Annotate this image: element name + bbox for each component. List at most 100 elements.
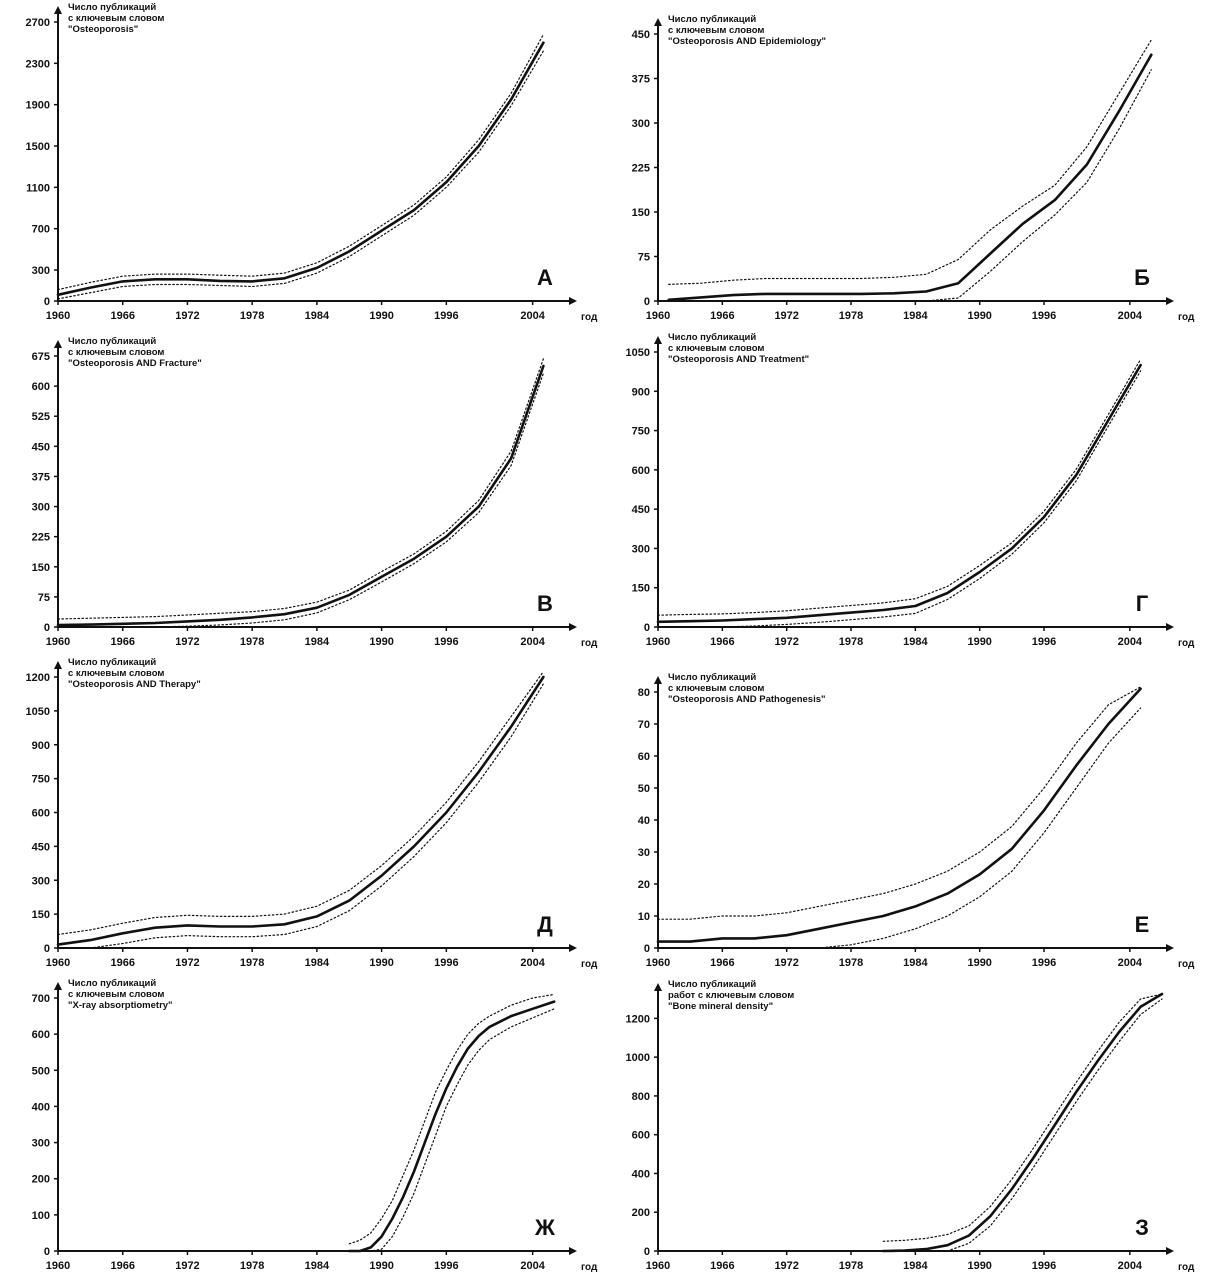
x-tick-label: 1966 bbox=[710, 310, 734, 322]
x-tick-label: 1966 bbox=[110, 310, 134, 322]
y-tick-label: 75 bbox=[38, 592, 50, 604]
x-tick-label: 1984 bbox=[305, 957, 330, 969]
x-tick-label: 1966 bbox=[110, 1260, 134, 1272]
chart-panel-7: 0 100 200 300 400 500 600 700 1960 1966 1972 1978 19… bbox=[32, 978, 598, 1273]
confidence-bound-line bbox=[882, 998, 1163, 1252]
y-tick-label: 1200 bbox=[626, 1013, 650, 1025]
trend-line bbox=[348, 1000, 556, 1253]
y-tick-label: 0 bbox=[44, 622, 50, 634]
y-axis-arrow bbox=[654, 18, 662, 26]
x-tick-label: 1960 bbox=[646, 636, 670, 648]
y-tick-label: 400 bbox=[632, 1168, 650, 1180]
chart-panel-6: 0 10 20 30 40 50 60 70 80 1960 1966 1972 1978 1984 199… bbox=[638, 672, 1195, 970]
y-tick-label: 800 bbox=[632, 1091, 650, 1103]
x-tick-label: 2004 bbox=[520, 310, 545, 322]
chart-title-line: Число публикаций bbox=[668, 979, 756, 990]
x-tick-label: 1984 bbox=[903, 310, 928, 322]
chart-title-line: "Osteoporosis" bbox=[68, 24, 138, 35]
y-axis-arrow bbox=[54, 6, 62, 14]
y-tick-label: 1900 bbox=[26, 100, 50, 112]
y-tick-label: 2300 bbox=[26, 58, 50, 70]
chart-title-line: Число публикаций bbox=[668, 14, 756, 25]
y-tick-label: 600 bbox=[32, 808, 50, 820]
x-tick-label: 1972 bbox=[175, 636, 199, 648]
trend-line bbox=[667, 53, 1153, 302]
y-tick-label: 525 bbox=[32, 411, 50, 423]
x-tick-label: 1996 bbox=[1032, 1260, 1056, 1272]
chart-title-line: Число публикаций bbox=[668, 672, 756, 683]
y-tick-label: 1050 bbox=[26, 706, 50, 718]
y-tick-label: 70 bbox=[638, 719, 650, 731]
x-axis-label: год bbox=[581, 638, 598, 649]
y-axis-arrow bbox=[654, 336, 662, 344]
y-axis-arrow bbox=[54, 982, 62, 990]
trend-line bbox=[656, 687, 1142, 943]
chart-title-line: Число публикаций bbox=[668, 332, 756, 343]
x-axis-label: год bbox=[1178, 1262, 1195, 1273]
y-tick-label: 1200 bbox=[26, 672, 50, 684]
y-tick-label: 1000 bbox=[626, 1052, 650, 1064]
x-tick-label: 1996 bbox=[434, 1260, 458, 1272]
y-tick-label: 75 bbox=[638, 252, 650, 264]
x-tick-label: 1978 bbox=[839, 1260, 863, 1272]
x-tick-label: 1990 bbox=[369, 957, 393, 969]
chart-panel-4: 0 150 300 450 600 750 900 1050 1960 1966 1972 1978 1… bbox=[626, 332, 1195, 649]
x-tick-label: 1966 bbox=[110, 636, 134, 648]
chart-title-line: "Osteoporosis AND Treatment" bbox=[668, 354, 809, 365]
chart-title-line: с ключевым словом bbox=[668, 25, 764, 36]
x-tick-label: 1990 bbox=[967, 957, 991, 969]
x-axis-arrow bbox=[569, 1247, 577, 1255]
y-tick-label: 0 bbox=[644, 943, 650, 955]
y-tick-label: 450 bbox=[632, 504, 650, 516]
y-tick-label: 450 bbox=[32, 441, 50, 453]
confidence-bound-line bbox=[668, 69, 1152, 302]
confidence-bound-line bbox=[57, 671, 544, 936]
chart-title-line: "Osteoporosis AND Therapy" bbox=[68, 679, 201, 690]
panel-letter: З bbox=[1135, 1215, 1149, 1240]
chart-panel-8: 0 200 400 600 800 1000 1200 1960 1966 1972 1978 198… bbox=[626, 979, 1195, 1273]
x-axis-label: год bbox=[581, 312, 598, 323]
y-tick-label: 0 bbox=[644, 296, 650, 308]
confidence-bound-line bbox=[882, 993, 1163, 1242]
y-tick-label: 0 bbox=[644, 622, 650, 634]
x-tick-label: 1972 bbox=[774, 957, 798, 969]
x-axis-arrow bbox=[569, 944, 577, 952]
y-tick-label: 600 bbox=[632, 1130, 650, 1142]
confidence-bound-line bbox=[57, 372, 544, 628]
panel-letter: Д bbox=[537, 912, 553, 937]
x-tick-label: 1972 bbox=[175, 1260, 199, 1272]
y-tick-label: 10 bbox=[638, 911, 650, 923]
y-tick-label: 900 bbox=[632, 386, 650, 398]
confidence-bound-line bbox=[668, 39, 1152, 285]
chart-title-line: Число публикаций bbox=[68, 2, 156, 13]
x-tick-label: 1972 bbox=[175, 310, 199, 322]
x-tick-label: 2004 bbox=[520, 1260, 545, 1272]
x-tick-label: 1972 bbox=[774, 636, 798, 648]
x-axis-label: год bbox=[581, 959, 598, 970]
x-tick-label: 1984 bbox=[903, 957, 928, 969]
y-tick-label: 150 bbox=[632, 207, 650, 219]
confidence-bound-line bbox=[348, 1008, 555, 1252]
x-tick-label: 1984 bbox=[903, 1260, 928, 1272]
x-axis-arrow bbox=[569, 623, 577, 631]
x-tick-label: 1966 bbox=[710, 636, 734, 648]
y-tick-label: 400 bbox=[32, 1101, 50, 1113]
y-tick-label: 750 bbox=[632, 426, 650, 438]
x-tick-label: 1990 bbox=[369, 1260, 393, 1272]
y-tick-label: 40 bbox=[638, 815, 650, 827]
chart-title-line: с ключевым словом bbox=[68, 668, 164, 679]
x-tick-label: 1960 bbox=[646, 1260, 670, 1272]
y-tick-label: 300 bbox=[32, 875, 50, 887]
panel-letter: Е bbox=[1135, 912, 1150, 937]
chart-title-line: "Bone mineral density" bbox=[668, 1001, 773, 1012]
x-tick-label: 1972 bbox=[774, 310, 798, 322]
x-tick-label: 1984 bbox=[305, 310, 330, 322]
confidence-bound-line bbox=[657, 707, 1142, 949]
x-tick-label: 2004 bbox=[1118, 957, 1143, 969]
y-tick-label: 600 bbox=[32, 1029, 50, 1041]
y-tick-label: 375 bbox=[32, 471, 50, 483]
x-tick-label: 1978 bbox=[240, 957, 264, 969]
panel-letter: Б bbox=[1134, 265, 1150, 290]
chart-title-line: Число публикаций bbox=[68, 657, 156, 668]
y-tick-label: 0 bbox=[44, 943, 50, 955]
